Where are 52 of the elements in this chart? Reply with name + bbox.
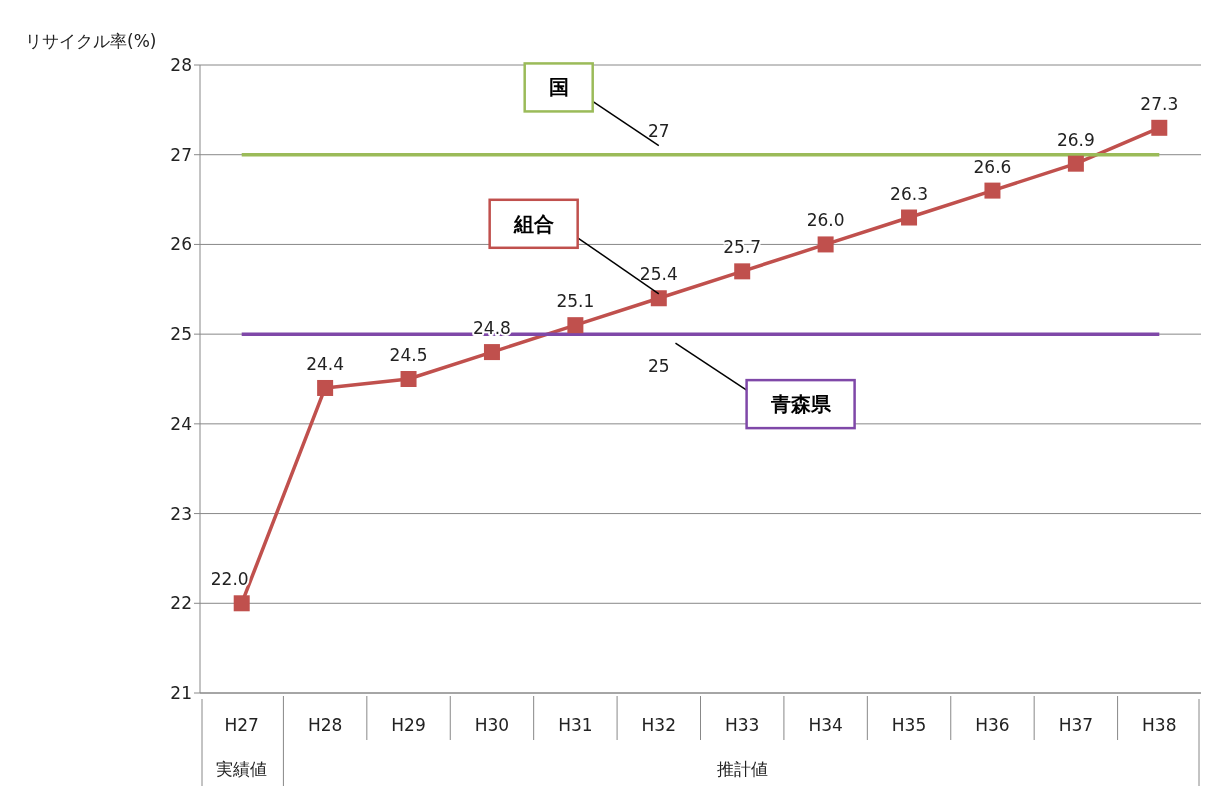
text: 実績値 <box>216 759 268 779</box>
x-tick-label: H31 <box>558 715 593 736</box>
y-tick-label: 24 <box>170 413 192 434</box>
point <box>734 263 751 280</box>
point <box>817 236 834 253</box>
y-tick-label: 22 <box>170 593 192 614</box>
text: 青森県 <box>769 392 832 417</box>
point <box>1151 119 1168 136</box>
data-label: 25.1 <box>556 291 595 312</box>
y-tick-label: 23 <box>170 503 192 524</box>
data-label: 24.4 <box>306 353 345 374</box>
point <box>483 344 500 361</box>
point <box>1067 155 1084 172</box>
y-tick-label: 21 <box>170 683 192 704</box>
data-label: 24.8 <box>473 318 511 339</box>
point <box>317 379 334 396</box>
text: 国 <box>548 75 569 100</box>
text: 推計値 <box>716 759 768 779</box>
data-label: 26.9 <box>1056 129 1095 150</box>
x-tick-label: H30 <box>474 715 510 736</box>
point <box>901 209 918 226</box>
x-tick-label: H29 <box>391 715 426 736</box>
y-tick-label: 28 <box>170 55 192 76</box>
data-label: 25 <box>647 356 670 377</box>
y-axis-title: リサイクル率(%) <box>25 31 157 51</box>
data-label: 25.7 <box>723 237 762 258</box>
data-label: 26.3 <box>890 183 928 204</box>
data-label: 27 <box>647 120 670 141</box>
data-label: 22.0 <box>210 569 249 590</box>
data-label: 26.0 <box>806 210 845 231</box>
x-tick-label: H27 <box>224 715 259 736</box>
y-tick-label: 26 <box>170 234 192 255</box>
point <box>984 182 1001 199</box>
point <box>400 371 417 387</box>
data-label: 24.5 <box>389 345 428 365</box>
text: 組合 <box>512 211 554 236</box>
point <box>233 595 250 612</box>
x-tick-label: H35 <box>891 715 927 736</box>
y-tick-label: 27 <box>170 144 192 165</box>
x-tick-label: H37 <box>1058 715 1094 736</box>
x-tick-label: H28 <box>307 715 343 736</box>
x-tick-label: H38 <box>1142 715 1177 736</box>
y-tick-label: 25 <box>170 324 192 345</box>
data-label: 27.3 <box>1140 93 1179 114</box>
x-tick-label: H34 <box>808 715 843 736</box>
point <box>650 290 667 307</box>
x-tick-label: H32 <box>641 715 676 736</box>
x-tick-label: H36 <box>975 715 1010 736</box>
x-tick-label: H33 <box>725 715 760 736</box>
data-label: 26.6 <box>973 156 1012 177</box>
data-label: 25.4 <box>639 264 678 285</box>
point <box>567 317 584 334</box>
